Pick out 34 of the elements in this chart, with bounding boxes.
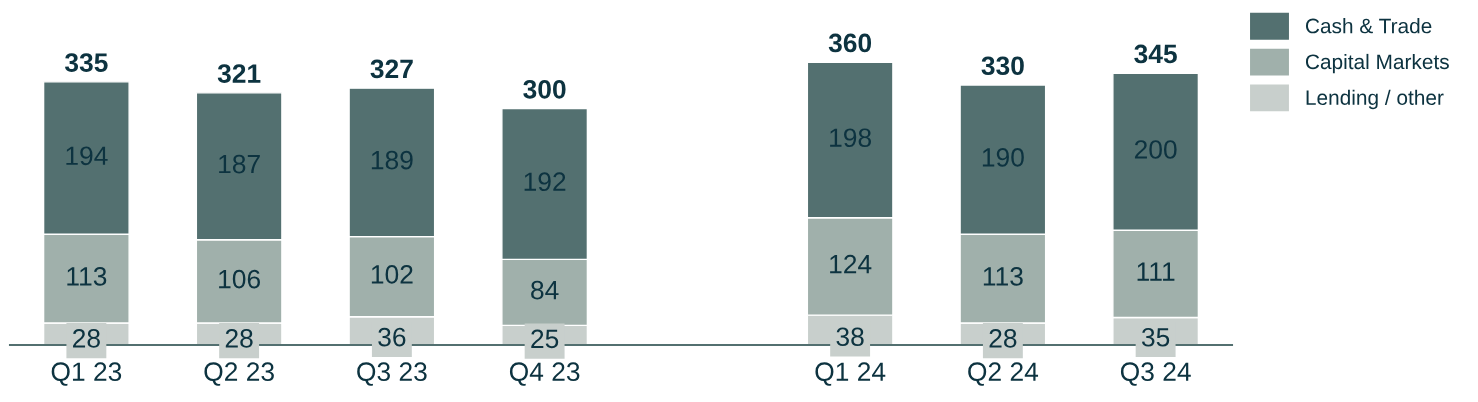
data-label: 200 <box>1134 140 1177 159</box>
x-tick-label: Q3 24 <box>1120 362 1191 386</box>
total-label: 330 <box>981 56 1024 76</box>
data-label: 38 <box>836 327 864 347</box>
x-tick-label: Q2 24 <box>968 362 1039 386</box>
data-label: 36 <box>378 327 406 347</box>
total-label: 345 <box>1134 44 1177 64</box>
data-label: 84 <box>531 280 559 300</box>
total-label: 327 <box>370 59 413 79</box>
data-label: 113 <box>983 267 1023 286</box>
x-tick-label: Q3 23 <box>357 362 427 386</box>
data-label: 192 <box>524 172 566 192</box>
data-label: 190 <box>982 148 1024 167</box>
data-label: 124 <box>830 254 872 274</box>
x-tick-label: Q4 23 <box>509 362 580 386</box>
data-label: 198 <box>830 128 871 148</box>
data-label: 35 <box>1141 327 1170 347</box>
data-label: 102 <box>371 265 413 284</box>
x-tick-label: Q1 24 <box>815 362 886 386</box>
data-label: 113 <box>67 267 107 286</box>
data-label: 111 <box>1137 262 1175 281</box>
total-label: 321 <box>217 64 261 83</box>
total-label: 300 <box>523 79 566 99</box>
data-label: 187 <box>219 154 260 174</box>
data-label: 189 <box>371 150 413 170</box>
data-label: 194 <box>66 146 108 166</box>
legend-label: Lending / other <box>1306 89 1444 110</box>
total-label: 335 <box>64 53 108 72</box>
x-tick-label: Q2 23 <box>204 362 274 386</box>
legend-label: Capital Markets <box>1305 53 1449 74</box>
x-tick-label: Q1 23 <box>51 362 122 386</box>
total-label: 360 <box>828 33 872 53</box>
legend-label: Cash & Trade <box>1305 18 1432 34</box>
data-label: 106 <box>219 269 260 289</box>
